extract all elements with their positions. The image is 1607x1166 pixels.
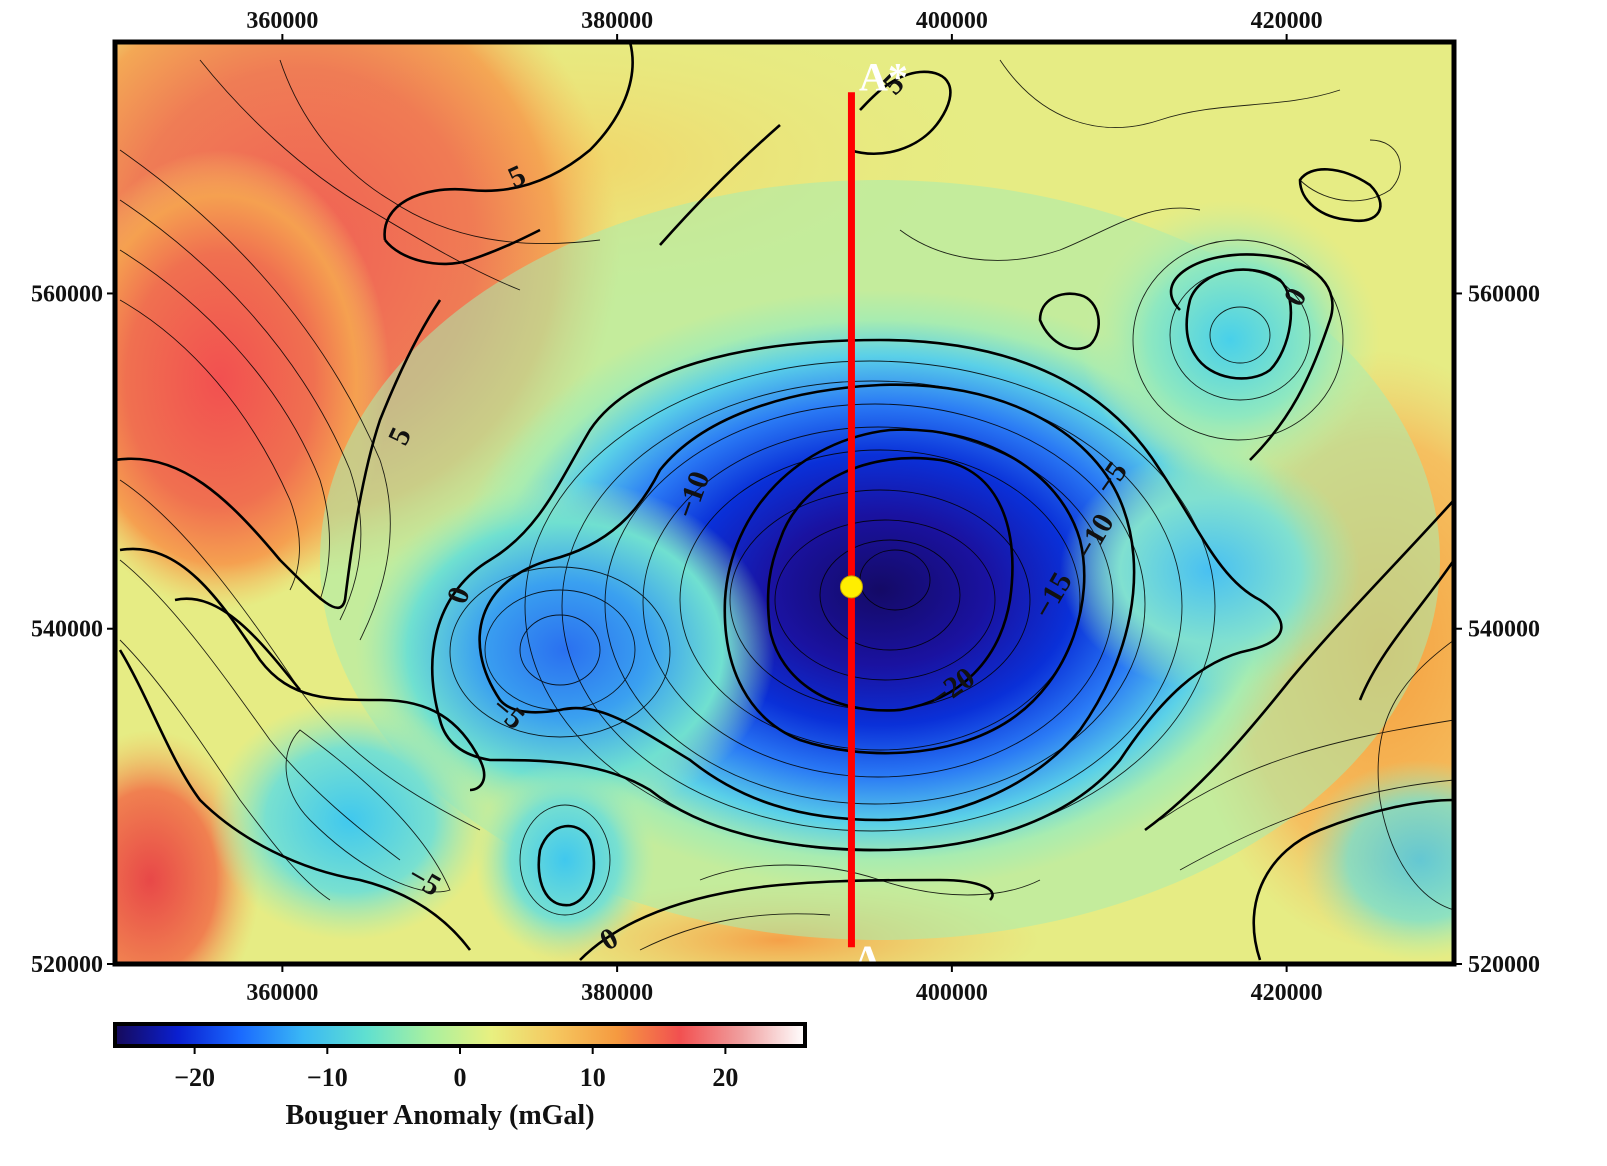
profile-end-label: A* [859,54,908,99]
colorbar-tick-label: −20 [174,1063,215,1092]
x-tick-label-top: 380000 [581,8,653,34]
x-tick-label-top: 420000 [1251,8,1323,34]
x-tick-label-bottom: 360000 [246,980,318,1006]
profile-start-label: A [853,937,882,982]
colorbar-scale [113,1022,807,1048]
x-tick-label-top: 400000 [916,8,988,34]
x-tick-label-bottom: 420000 [1251,980,1323,1006]
colorbar-tick-label: −10 [307,1063,348,1092]
colorbar-tick-label: 20 [712,1063,738,1092]
x-tick-label-bottom: 400000 [916,980,988,1006]
y-tick-label-right: 540000 [1468,617,1540,643]
colorbar-tick-label: 0 [454,1063,467,1092]
profile-overlay: A A* [839,54,908,982]
colorbar: −20 −10 0 10 20 Bouguer Anomaly (mGal) [113,1022,807,1131]
colorbar-tick-label: 10 [580,1063,606,1092]
y-tick-label-right: 520000 [1468,952,1540,978]
profile-marker [839,575,863,599]
map-axes: 360000 360000 380000 380000 400000 400000 4200… [31,8,1540,1006]
x-tick-label-bottom: 380000 [581,980,653,1006]
y-tick-label-right: 560000 [1468,281,1540,307]
y-tick-label-left: 520000 [31,952,103,978]
colorbar-title: Bouguer Anomaly (mGal) [285,1100,594,1131]
y-tick-label-left: 540000 [31,617,103,643]
x-tick-label-top: 360000 [246,8,318,34]
map-frame [112,39,1457,967]
y-tick-label-left: 560000 [31,281,103,307]
